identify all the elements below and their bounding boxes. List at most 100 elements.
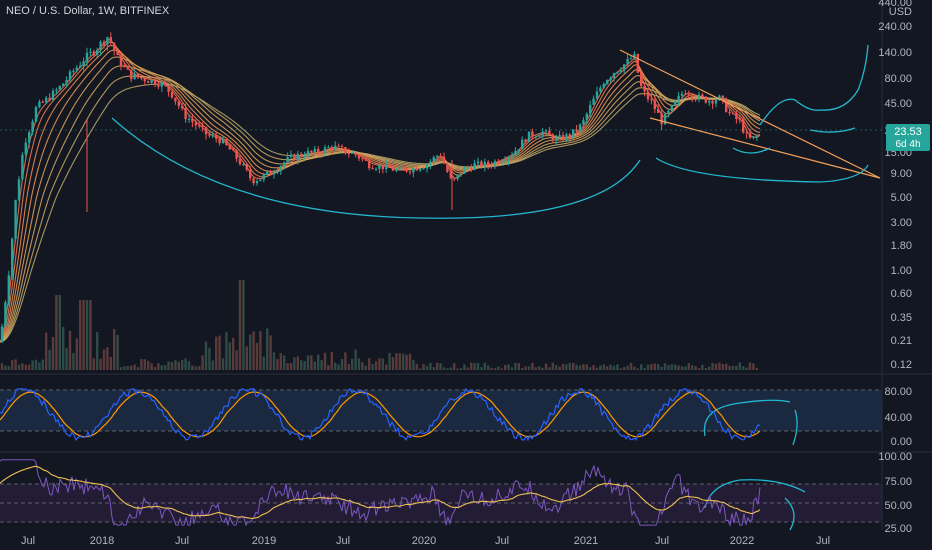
candle-body	[510, 155, 514, 157]
volume-bar	[238, 280, 242, 370]
candle-body	[517, 149, 520, 152]
candle-body	[551, 134, 554, 141]
price-tick-label: 5.00	[891, 192, 912, 204]
stoch-stroke	[792, 409, 798, 446]
volume-bar	[262, 356, 265, 370]
candle-body	[34, 107, 38, 122]
candle-body	[123, 66, 126, 68]
candle-body	[419, 169, 422, 171]
volume-bar	[221, 358, 225, 370]
candle-body	[21, 154, 24, 180]
volume-bar	[82, 300, 85, 370]
candle-body	[191, 118, 194, 123]
volume-bar	[204, 341, 208, 370]
candle-body	[259, 179, 262, 182]
candle-body	[643, 86, 646, 92]
volume-bar	[422, 363, 425, 370]
candle-body	[143, 78, 146, 82]
volume-bar	[150, 363, 153, 370]
candle-body	[130, 69, 133, 80]
candle-body	[164, 81, 167, 86]
volume-bar	[75, 338, 78, 370]
candle-body	[177, 101, 180, 107]
candle-body	[636, 53, 639, 73]
volume-bar	[544, 363, 548, 370]
volume-bar	[225, 332, 228, 370]
candle-body	[378, 164, 381, 169]
volume-bar	[663, 363, 667, 370]
volume-bar	[157, 363, 160, 370]
candle-body	[242, 164, 245, 166]
volume-bar	[680, 366, 684, 370]
candle-body	[351, 152, 354, 154]
price-candles	[0, 32, 758, 343]
volume-bar	[106, 347, 109, 370]
candle-body	[235, 150, 238, 159]
time-axis-label: 2018	[90, 535, 114, 547]
volume-bar	[51, 337, 55, 370]
candle-body	[7, 275, 10, 303]
candle-body	[170, 91, 174, 98]
volume-bar	[626, 365, 629, 370]
volume-bar	[616, 364, 619, 370]
volume-bar	[742, 366, 745, 370]
candle-body	[160, 81, 163, 87]
volume-bar	[531, 362, 534, 370]
volume-bar	[252, 331, 255, 370]
volume-bar	[425, 365, 429, 370]
candle-body	[436, 155, 439, 158]
candle-body	[364, 158, 367, 161]
time-axis-label: Jul	[21, 535, 35, 547]
stoch-tick-label: 80.00	[884, 386, 912, 398]
volume-bar	[565, 364, 568, 370]
candle-body	[629, 58, 633, 60]
volume-bar	[113, 328, 116, 370]
candle-body	[493, 161, 497, 166]
candle-body	[106, 37, 109, 45]
candle-body	[701, 94, 704, 97]
candle-body	[4, 302, 7, 327]
current-price-marker: 23.53 6d 4h	[886, 124, 930, 151]
candle-body	[296, 153, 299, 160]
time-axis-label: Jul	[336, 535, 350, 547]
volume-bar	[745, 367, 748, 370]
candle-body	[374, 168, 378, 170]
price-axis-unit: USD	[889, 6, 912, 18]
candle-body	[133, 73, 136, 80]
volume-bar	[293, 357, 296, 370]
candle-body	[289, 154, 293, 157]
rsi-tick-label: 100.00	[878, 451, 912, 463]
volume-bar	[466, 367, 469, 370]
volume-bar	[619, 368, 622, 370]
candle-body	[473, 163, 476, 170]
candle-body	[303, 155, 306, 157]
support-curve	[655, 157, 869, 183]
volume-bar	[612, 365, 616, 370]
rsi-tick-label: 75.00	[884, 476, 912, 488]
candle-body	[385, 163, 388, 170]
volume-bar	[470, 362, 473, 370]
volume-bar	[636, 368, 639, 370]
candle-body	[51, 90, 55, 101]
volume-bar	[446, 368, 449, 370]
volume-bar	[211, 360, 214, 370]
volume-bar	[755, 367, 758, 370]
volume-bar	[279, 353, 282, 370]
candle-body	[731, 113, 735, 115]
candle-body	[609, 77, 612, 81]
volume-bar	[181, 360, 184, 370]
candle-body	[432, 157, 435, 162]
volume-bar	[595, 367, 599, 370]
volume-bar	[327, 365, 330, 370]
candle-body	[221, 139, 225, 144]
candle-body	[140, 77, 143, 79]
candle-body	[714, 100, 718, 104]
candle-body	[238, 158, 242, 165]
candle-body	[504, 160, 507, 162]
candle-body	[599, 87, 602, 92]
volume-bar	[378, 358, 381, 370]
candle-body	[232, 149, 235, 151]
candle-body	[354, 152, 357, 155]
rsi-tick-label: 50.00	[884, 500, 912, 512]
